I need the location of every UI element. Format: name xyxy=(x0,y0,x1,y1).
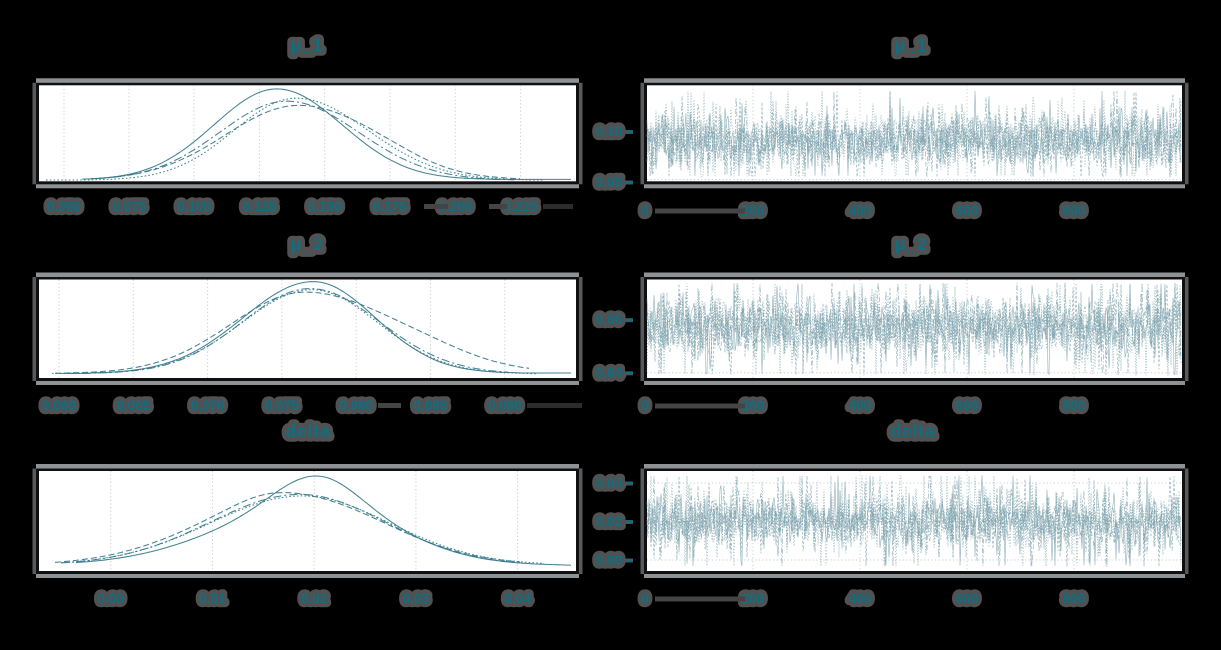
svg-text:0.065: 0.065 xyxy=(116,398,150,413)
svg-text:μ_1: μ_1 xyxy=(895,35,928,55)
svg-text:0.175: 0.175 xyxy=(373,199,407,214)
svg-text:0: 0 xyxy=(641,591,649,606)
svg-text:0.225: 0.225 xyxy=(504,199,538,214)
svg-text:600: 600 xyxy=(956,398,979,413)
svg-text:0.125: 0.125 xyxy=(243,199,277,214)
svg-text:0.080: 0.080 xyxy=(339,398,373,413)
svg-text:200: 200 xyxy=(742,203,765,218)
svg-text:800: 800 xyxy=(1063,591,1086,606)
svg-text:0.00: 0.00 xyxy=(98,591,124,606)
svg-text:0.085: 0.085 xyxy=(414,398,448,413)
svg-text:400: 400 xyxy=(849,203,872,218)
svg-text:0.075: 0.075 xyxy=(265,398,299,413)
svg-text:0.090: 0.090 xyxy=(488,398,522,413)
svg-text:0: 0 xyxy=(641,398,649,413)
svg-text:0.200: 0.200 xyxy=(438,199,472,214)
svg-text:0.06: 0.06 xyxy=(596,312,623,327)
svg-text:μ_1: μ_1 xyxy=(291,35,324,55)
svg-text:0.04: 0.04 xyxy=(596,365,623,380)
svg-text:delta: delta xyxy=(286,421,331,441)
svg-text:0.10: 0.10 xyxy=(596,124,622,139)
svg-text:0.02: 0.02 xyxy=(596,514,622,529)
svg-text:600: 600 xyxy=(956,203,979,218)
svg-text:μ_2: μ_2 xyxy=(291,234,324,254)
svg-text:200: 200 xyxy=(742,398,765,413)
svg-text:μ_2: μ_2 xyxy=(895,234,928,254)
svg-text:0.02: 0.02 xyxy=(301,591,327,606)
svg-text:800: 800 xyxy=(1063,203,1086,218)
svg-text:0.01: 0.01 xyxy=(199,591,226,606)
svg-text:0.070: 0.070 xyxy=(191,398,225,413)
svg-text:0.04: 0.04 xyxy=(504,591,531,606)
svg-text:200: 200 xyxy=(742,591,765,606)
svg-text:0.00: 0.00 xyxy=(596,553,622,568)
svg-text:0.150: 0.150 xyxy=(308,199,342,214)
svg-text:0: 0 xyxy=(641,203,649,218)
svg-text:0.075: 0.075 xyxy=(112,199,146,214)
svg-text:0.060: 0.060 xyxy=(42,398,76,413)
svg-text:0.04: 0.04 xyxy=(596,476,623,491)
svg-text:800: 800 xyxy=(1063,398,1086,413)
svg-text:0.100: 0.100 xyxy=(177,199,211,214)
svg-text:400: 400 xyxy=(849,591,872,606)
svg-text:0.050: 0.050 xyxy=(47,199,81,214)
svg-text:400: 400 xyxy=(849,398,872,413)
svg-text:600: 600 xyxy=(956,591,979,606)
svg-text:0.05: 0.05 xyxy=(596,175,623,190)
svg-text:0.03: 0.03 xyxy=(403,591,430,606)
svg-text:delta: delta xyxy=(891,421,936,441)
